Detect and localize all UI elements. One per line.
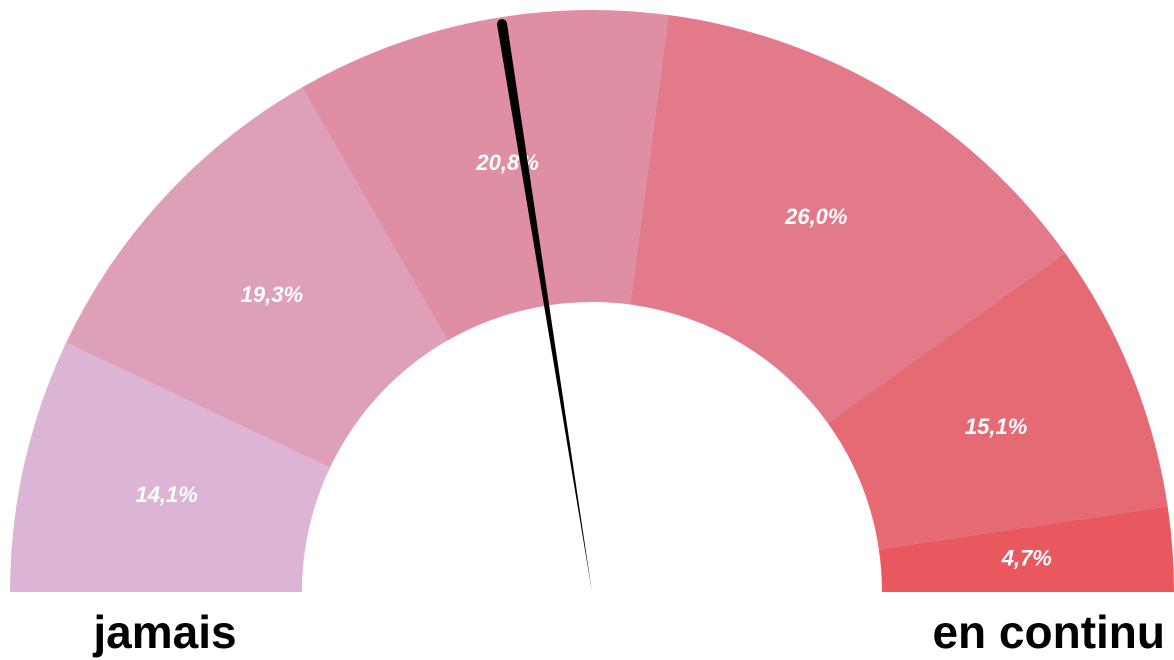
gauge-segment [630, 15, 1065, 424]
data-label: 19,3% [241, 282, 303, 307]
needle [497, 19, 592, 593]
min-label: jamais [92, 606, 236, 658]
gauge-segment [827, 252, 1168, 550]
max-label: en continu [932, 606, 1165, 658]
data-label: 4,7% [1001, 546, 1052, 571]
data-label: 26,0% [784, 204, 847, 229]
data-label: 20,8% [475, 150, 538, 175]
gauge-segment [878, 506, 1174, 592]
gauge-segment [302, 10, 669, 341]
gauge-segment [66, 87, 448, 468]
gauge-segment [10, 342, 330, 592]
data-label: 15,1% [965, 414, 1027, 439]
data-label: 14,1% [135, 482, 197, 507]
